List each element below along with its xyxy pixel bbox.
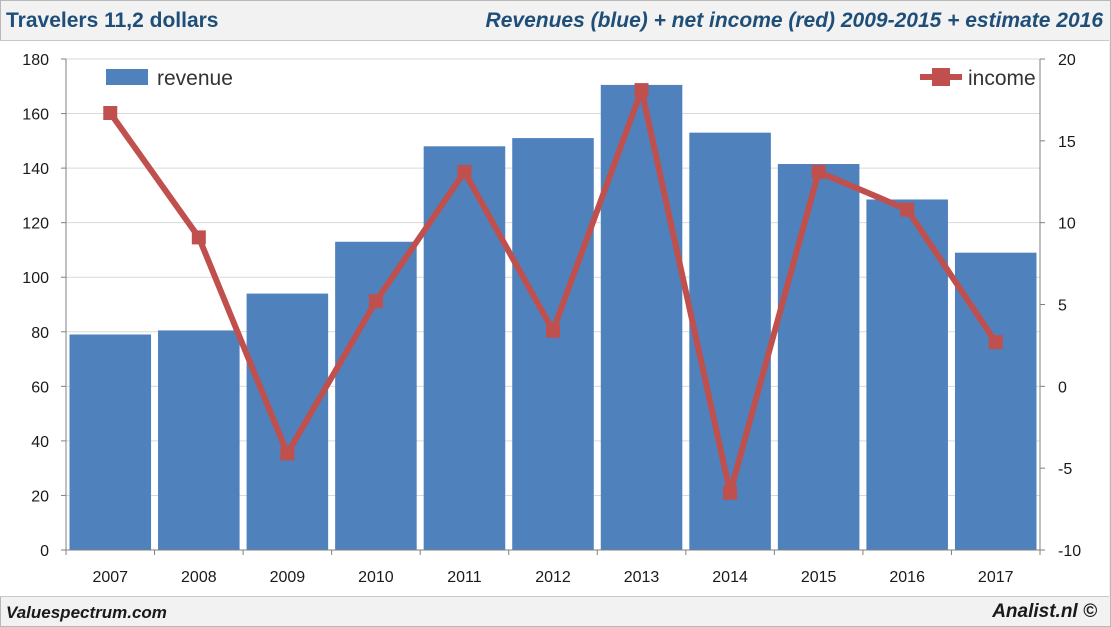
revenue-bar — [777, 164, 860, 550]
y-left-tick-label: 40 — [31, 434, 49, 451]
y-right-tick-label: -10 — [1058, 543, 1081, 560]
income-point — [457, 164, 472, 179]
x-tick-label: 2012 — [535, 569, 571, 586]
x-tick-label: 2010 — [358, 569, 394, 586]
income-point — [368, 294, 383, 309]
legend-income-label: income — [968, 67, 1036, 90]
chart-title: Travelers 11,2 dollars — [6, 9, 219, 32]
x-tick-label: 2017 — [978, 569, 1014, 586]
y-left-tick-label: 80 — [31, 325, 49, 342]
x-tick-label: 2011 — [447, 569, 482, 586]
revenue-bar — [246, 293, 329, 550]
x-tick-label: 2013 — [624, 569, 660, 586]
y-left-tick-label: 160 — [22, 107, 49, 124]
revenue-bar — [423, 146, 506, 551]
revenue-bars — [69, 84, 1037, 551]
y-right-tick-label: -5 — [1058, 461, 1072, 478]
income-point — [634, 83, 649, 98]
y-left-tick-label: 60 — [31, 379, 49, 396]
y-right-tick-label: 0 — [1058, 379, 1067, 396]
y-left-tick-label: 100 — [22, 270, 49, 287]
revenue-bar — [512, 138, 594, 550]
income-point — [723, 485, 738, 500]
revenue-bar — [69, 334, 152, 550]
y-right-tick-label: 5 — [1058, 298, 1067, 315]
revenue-bar — [600, 84, 683, 551]
legend-revenue-swatch — [106, 69, 148, 85]
revenue-bar — [866, 199, 948, 550]
income-point — [103, 106, 118, 121]
chart-subtitle: Revenues (blue) + net income (red) 2009-… — [485, 9, 1103, 32]
y-left-tick-label: 180 — [22, 52, 49, 69]
income-point — [811, 164, 826, 179]
income-point — [546, 323, 560, 338]
y-left-tick-label: 120 — [22, 216, 49, 233]
legend-income-marker — [932, 68, 950, 86]
x-tick-label: 2008 — [181, 569, 217, 586]
legend-revenue-label: revenue — [157, 67, 233, 90]
income-point — [280, 446, 295, 461]
income-line — [103, 83, 1003, 500]
footer-source: Valuespectrum.com — [6, 603, 167, 622]
revenue-bar — [335, 241, 417, 550]
income-point — [191, 230, 206, 245]
footer-credit: Analist.nl © — [992, 601, 1097, 622]
axes: 0 20 40 60 80 100 120 140 160 180 -10 -5 0 5 10 15 20 200… — [22, 52, 1081, 586]
legend: revenue income — [106, 67, 1036, 90]
x-tick-label: 2007 — [92, 569, 128, 586]
x-tick-label: 2014 — [712, 569, 748, 586]
income-point — [988, 335, 1003, 350]
revenue-bar — [158, 330, 240, 550]
x-tick-label: 2015 — [801, 569, 837, 586]
y-left-tick-label: 140 — [22, 161, 49, 178]
y-left-tick-label: 20 — [31, 488, 49, 505]
y-right-tick-label: 15 — [1058, 134, 1076, 151]
y-right-tick-label: 10 — [1058, 216, 1076, 233]
income-point — [900, 202, 915, 217]
y-left-tick-label: 0 — [40, 543, 49, 560]
x-tick-label: 2009 — [270, 569, 306, 586]
x-tick-label: 2016 — [889, 569, 925, 586]
y-right-tick-label: 20 — [1058, 52, 1076, 69]
